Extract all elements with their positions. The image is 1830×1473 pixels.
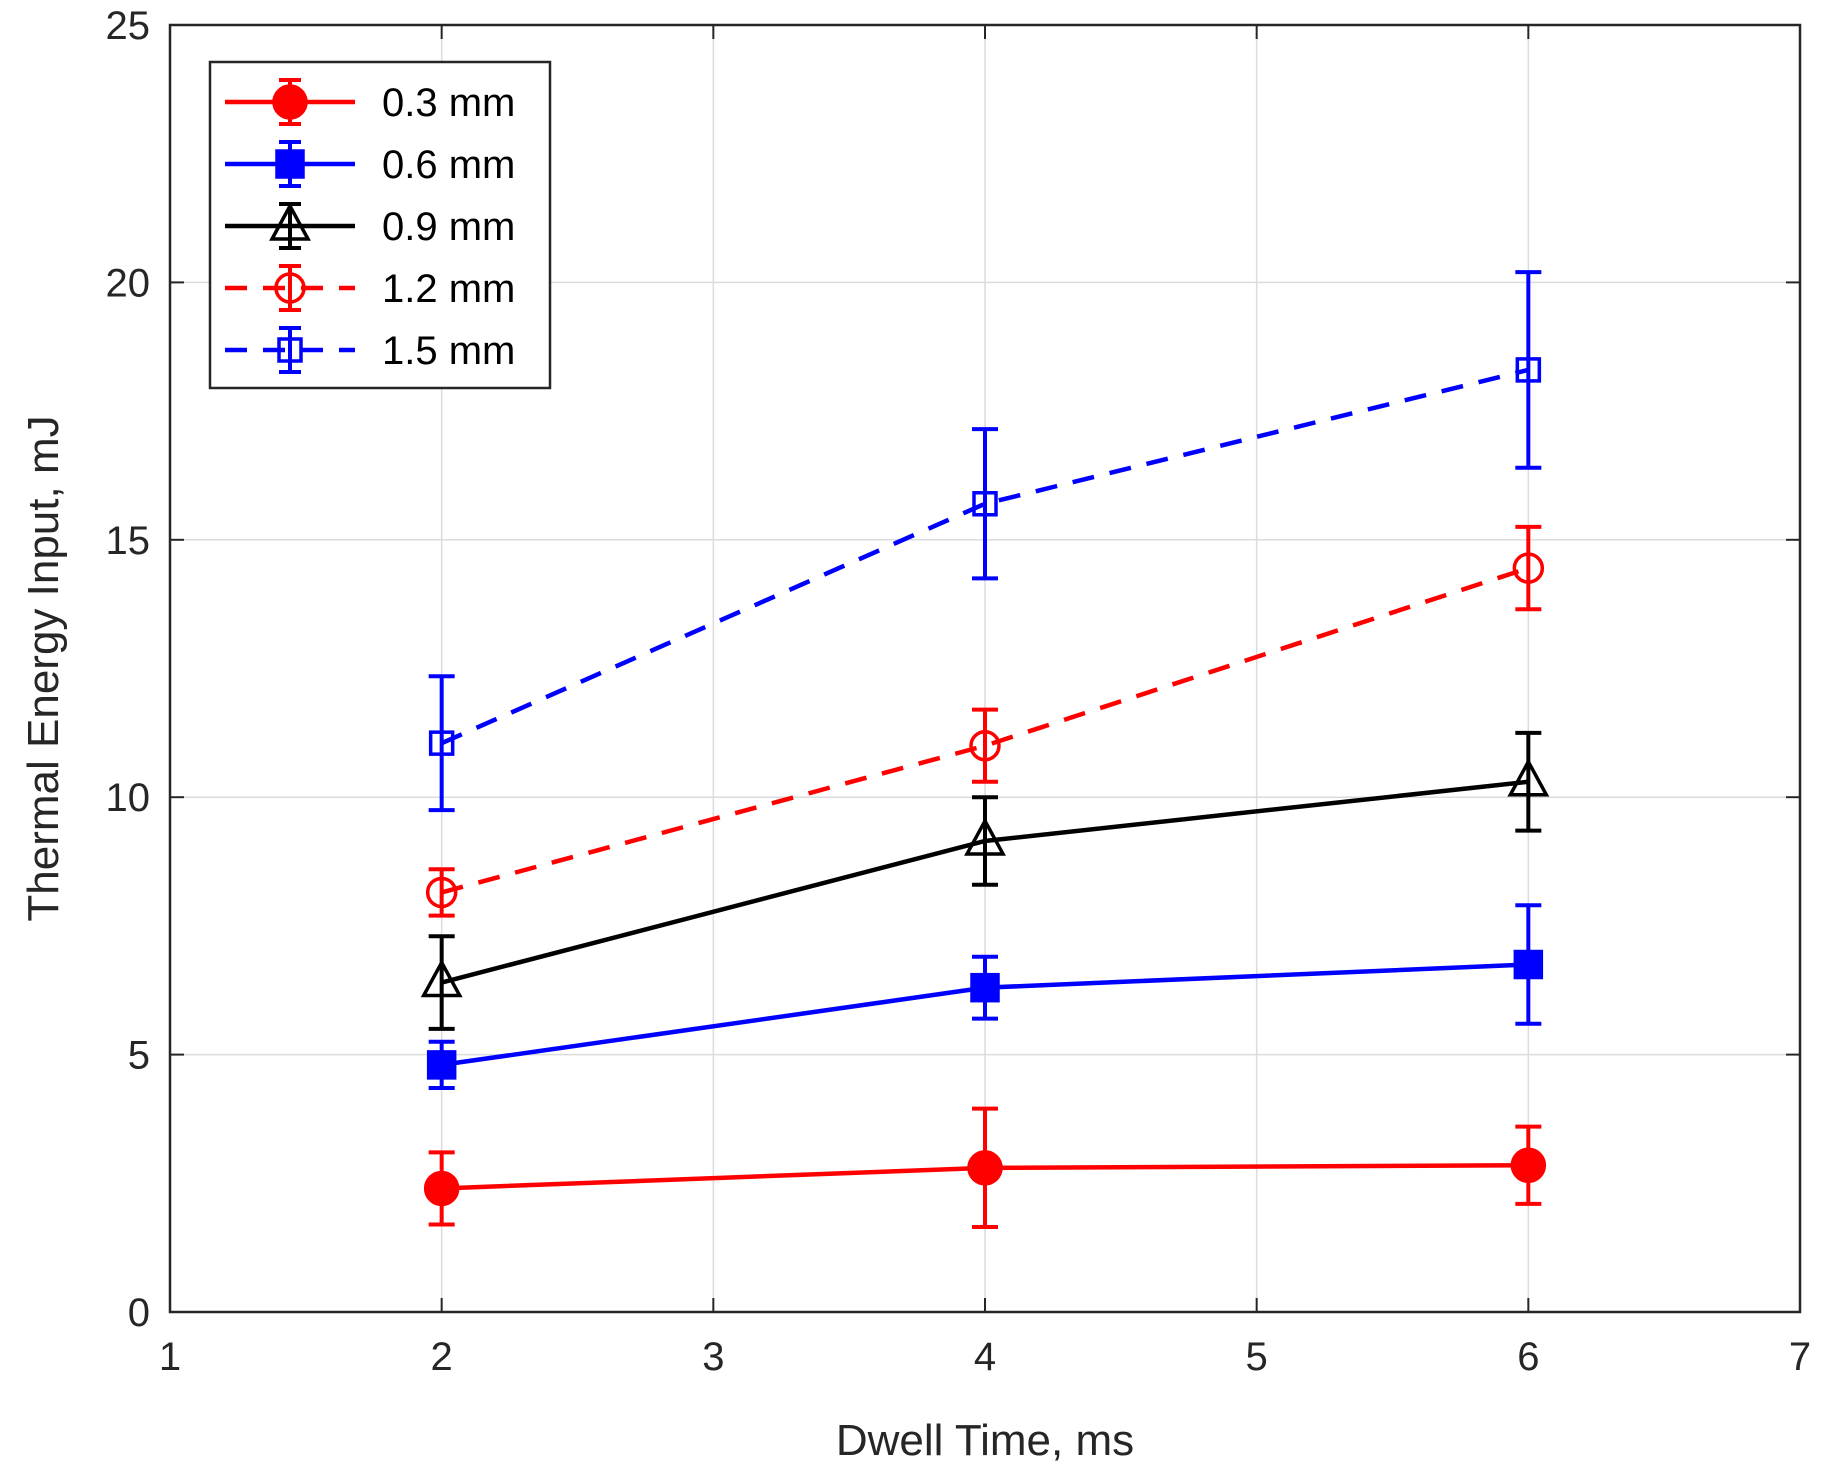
axis-ticks: 1 2 3 4 5 6 7 0 5 10 15 20 25: [106, 4, 1812, 1379]
series-0_3-mm: [423, 1106, 1547, 1230]
marker-circle-open: [425, 876, 458, 909]
marker-square-open: [277, 337, 303, 363]
marker-square-filled: [275, 149, 305, 179]
error-bar: [1515, 524, 1542, 612]
legend-entry: 0.9 mm: [225, 202, 515, 250]
marker-square-filled: [1513, 949, 1544, 980]
series-line: [440, 367, 1529, 746]
y-axis-label: Thermal Energy Input, mJ: [19, 415, 68, 921]
marker-triangle-open: [269, 202, 311, 241]
legend-label: 0.3 mm: [382, 81, 515, 125]
legend: 0.3 mm 0.6 mm 0.9 mm 1.2 mm 1.5 mm: [208, 60, 552, 390]
series-1_5-mm: [428, 270, 1542, 813]
y-tick-label: 20: [106, 261, 151, 305]
legend-entry: 1.5 mm: [225, 326, 515, 374]
legend-label: 1.5 mm: [382, 329, 515, 373]
series-0_6-mm: [426, 903, 1544, 1091]
marker-triangle-open: [420, 958, 463, 998]
x-tick-label: 3: [702, 1335, 724, 1379]
marker-square-filled: [970, 972, 1000, 1003]
error-bar: [972, 427, 998, 581]
legend-entry: 0.3 mm: [225, 78, 515, 126]
legend-label: 0.9 mm: [382, 205, 515, 249]
y-tick-label: 5: [128, 1034, 150, 1078]
series-0_9-mm: [420, 730, 1550, 1031]
y-tick-label: 0: [128, 1291, 150, 1335]
marker-square-filled: [426, 1050, 457, 1080]
x-tick-label: 6: [1517, 1335, 1539, 1379]
error-bar: [428, 674, 455, 813]
x-tick-label: 5: [1246, 1335, 1268, 1379]
marker-square-open: [972, 491, 998, 517]
marker-circle-filled: [272, 84, 308, 120]
x-axis-label: Dwell Time, ms: [836, 1416, 1134, 1465]
series-1_2-mm: [425, 524, 1545, 918]
x-tick-label: 7: [1789, 1335, 1811, 1379]
x-tick-label: 1: [159, 1335, 181, 1379]
y-tick-label: 10: [106, 776, 151, 820]
error-bar: [972, 707, 998, 784]
marker-circle-open: [969, 729, 1001, 762]
marker-circle-filled: [423, 1170, 460, 1207]
marker-circle-open: [1512, 552, 1545, 584]
legend-entry: 0.6 mm: [225, 140, 515, 188]
marker-circle-filled: [967, 1150, 1003, 1186]
marker-circle-filled: [1510, 1147, 1547, 1184]
marker-triangle-open: [1507, 758, 1550, 797]
legend-label: 0.6 mm: [382, 143, 515, 187]
x-tick-label: 4: [974, 1335, 996, 1379]
y-tick-label: 25: [106, 4, 151, 48]
marker-circle-open: [274, 272, 306, 304]
y-tick-label: 15: [106, 519, 151, 563]
error-bar: [428, 934, 455, 1031]
error-bar: [1515, 730, 1542, 833]
legend-label: 1.2 mm: [382, 267, 515, 311]
x-tick-label: 2: [431, 1335, 453, 1379]
error-bar: [1515, 270, 1542, 470]
marker-square-open: [428, 730, 455, 756]
marker-square-open: [1515, 357, 1542, 383]
marker-triangle-open: [964, 817, 1006, 856]
error-bar: [972, 795, 998, 887]
legend-entry: 1.2 mm: [225, 264, 515, 312]
data-series: [420, 270, 1550, 1230]
